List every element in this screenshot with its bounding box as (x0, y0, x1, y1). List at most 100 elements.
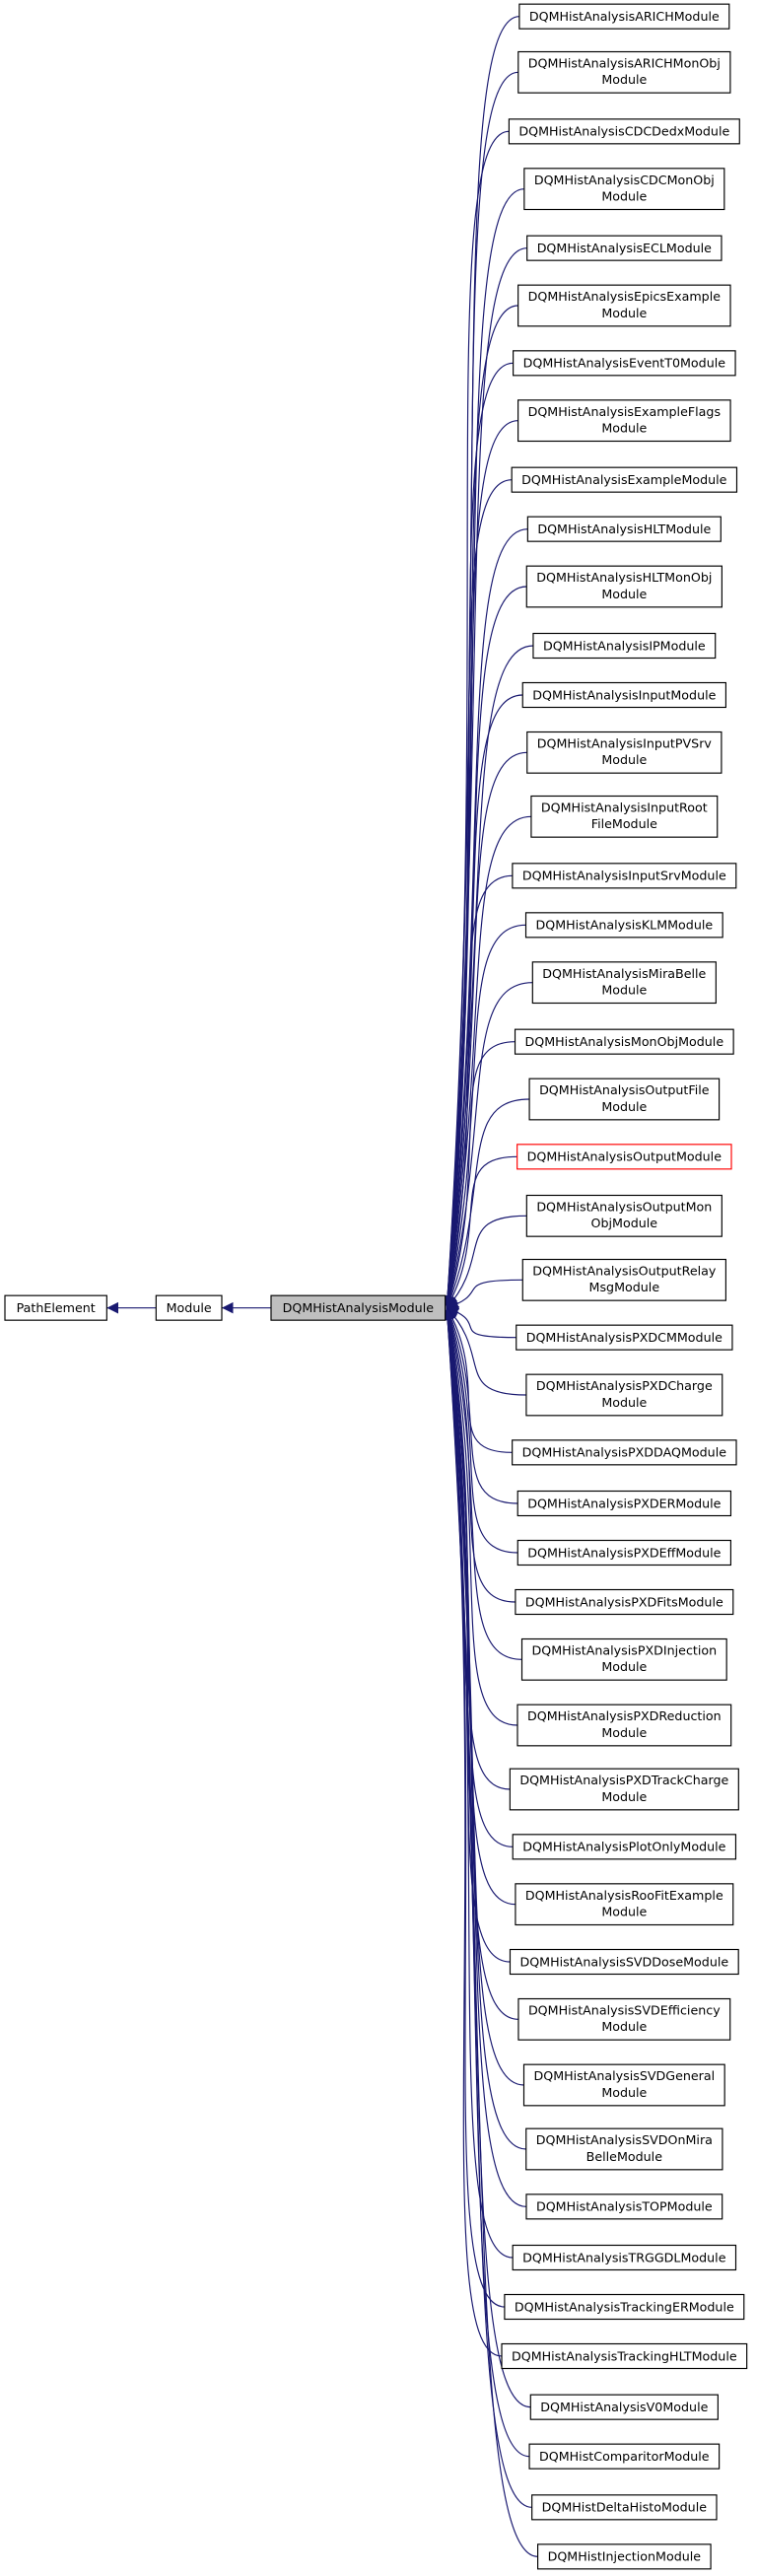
node-box (4, 1294, 107, 1321)
inheritance-edge (443, 1307, 516, 1906)
derived-class-node: DQMHistAnalysisIPModule (532, 632, 717, 660)
node-label: DQMHistAnalysisInputRoot (541, 801, 708, 815)
node-label: DQMHistAnalysisInputModule (532, 687, 716, 702)
derived-class-node: DQMHistAnalysisSVDGeneral Module (522, 2063, 725, 2107)
node-box (520, 1637, 727, 1681)
node-box (525, 1194, 723, 1237)
node-label: FileModule (591, 816, 657, 831)
node-label: Module (601, 189, 647, 204)
node-label: DQMHistAnalysisSVDDoseModule (519, 1954, 728, 1969)
derived-class-node: DQMHistAnalysisEventT0Module (513, 350, 736, 377)
node-box (531, 2494, 718, 2521)
node-box (526, 731, 723, 774)
node-box (509, 1948, 739, 1976)
node-box (512, 1439, 737, 1466)
node-label: DQMHistAnalysisSVDGeneral (533, 2068, 715, 2083)
node-label: DQMHistAnalysisMonObjModule (525, 1034, 724, 1049)
node-box (528, 1078, 721, 1121)
derived-class-node: DQMHistAnalysisTOPModule (525, 2193, 723, 2220)
node-box (526, 235, 723, 261)
node-label: DQMHistAnalysisHLTModule (537, 522, 711, 536)
node-label: Module (601, 587, 647, 601)
node-box (512, 1834, 737, 1860)
inheritance-edge (446, 1307, 526, 1396)
node-label: Module (601, 1905, 647, 1919)
base-class-node: DQMHistAnalysisModule (270, 1294, 447, 1321)
node-label: DQMHistAnalysisOutputModule (527, 1149, 723, 1164)
node-label: DQMHistComparitorModule (539, 2449, 710, 2464)
node-box (516, 1490, 732, 1517)
derived-class-node: DQMHistAnalysisOutputFile Module (528, 1078, 721, 1121)
derived-class-node: DQMHistAnalysisTrackingERModule (504, 2293, 745, 2321)
node-label: DQMHistAnalysisTOPModule (536, 2199, 713, 2214)
inheritance-edge (444, 982, 533, 1308)
node-label: DQMHistAnalysisPXDDAQModule (522, 1445, 727, 1460)
derived-class-node: DQMHistAnalysisPXDReduction Module (516, 1704, 732, 1747)
node-label: DQMHistAnalysisOutputFile (539, 1082, 710, 1097)
node-label: DQMHistAnalysisPXDCMModule (526, 1330, 723, 1345)
node-box (516, 1144, 732, 1170)
node-box (518, 3, 730, 30)
node-label: DQMHistAnalysisPXDReduction (527, 1708, 722, 1723)
node-label: DQMHistAnalysisEventT0Module (523, 356, 726, 371)
node-box (523, 168, 725, 211)
node-label: DQMHistAnalysisExampleModule (521, 472, 727, 487)
node-label: DQMHistAnalysisPXDInjection (531, 1643, 717, 1658)
inheritance-edge (446, 1155, 517, 1308)
base-class-node: PathElement (4, 1294, 107, 1321)
node-box (530, 795, 719, 838)
derived-class-node: DQMHistAnalysisHLTModule (526, 516, 722, 542)
node-label: Module (601, 1099, 647, 1114)
node-box (525, 2193, 723, 2220)
derived-class-node: DQMHistAnalysisPXDDAQModule (512, 1439, 737, 1466)
inheritance-edge (446, 1215, 527, 1309)
node-box (525, 1373, 723, 1417)
node-label: DQMHistAnalysisSVDEfficiency (528, 2003, 721, 2018)
node-label: Module (601, 2019, 647, 2034)
node-label: Module (601, 2085, 647, 2100)
node-box (512, 2244, 737, 2271)
inheritance-edge (447, 1306, 516, 1339)
node-box (517, 1997, 731, 2041)
node-label: Module (601, 983, 647, 998)
node-box (509, 1768, 739, 1811)
node-label: MsgModule (589, 1280, 660, 1294)
derived-class-node: DQMHistAnalysisRooFitExample Module (515, 1883, 734, 1926)
derived-class-node: DQMHistAnalysisMonObjModule (514, 1028, 734, 1055)
node-label: DQMHistAnalysisRooFitExample (525, 1888, 723, 1903)
node-label: DQMHistAnalysisPlotOnlyModule (522, 1840, 725, 1854)
node-box (508, 118, 740, 145)
node-box (517, 284, 731, 327)
derived-class-node: DQMHistAnalysisPXDEffModule (516, 1539, 731, 1566)
node-label: DQMHistAnalysisSVDOnMira (536, 2132, 713, 2147)
node-box (517, 399, 731, 443)
derived-class-node: DQMHistInjectionModule (537, 2543, 712, 2570)
derived-class-node: DQMHistAnalysisPXDERModule (516, 1490, 732, 1517)
inheritance-edge (444, 1307, 516, 1603)
derived-class-node: DQMHistComparitorModule (528, 2443, 721, 2470)
derived-class-node: DQMHistAnalysisMiraBelle Module (531, 961, 717, 1005)
inheritance-edge (443, 1307, 517, 1726)
node-label: DQMHistAnalysisPXDEffModule (527, 1545, 721, 1560)
node-label: DQMHistAnalysisARICHMonObj (528, 56, 721, 71)
node-label: Module (601, 1659, 647, 1674)
node-label: DQMHistAnalysisIPModule (543, 638, 706, 653)
derived-class-node: DQMHistAnalysisPlotOnlyModule (512, 1834, 737, 1860)
derived-class-node: DQMHistAnalysisInputSrvModule (512, 863, 737, 889)
derived-class-node: DQMHistAnalysisSVDOnMira BelleModule (525, 2127, 723, 2171)
node-box (504, 2293, 745, 2321)
node-box (270, 1294, 447, 1321)
derived-class-node: DQMHistAnalysisTrackingHLTModule (501, 2342, 748, 2370)
node-label: DQMHistAnalysisTrackingERModule (515, 2299, 734, 2314)
node-box (531, 961, 717, 1005)
node-label: DQMHistAnalysisInputPVSrv (537, 736, 713, 751)
derived-class-node: DQMHistAnalysisKLMModule (524, 912, 723, 939)
inheritance-edge (446, 1307, 518, 1504)
node-label: Module (167, 1300, 212, 1315)
node-label: DQMHistAnalysisHLTMonObj (536, 570, 712, 585)
